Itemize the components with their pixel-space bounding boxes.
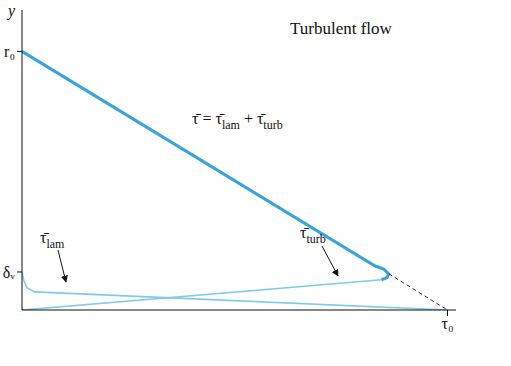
svg-text:y: y bbox=[6, 2, 16, 20]
svg-text:τ₀: τ₀ bbox=[441, 315, 453, 332]
svg-text:δᵥ: δᵥ bbox=[3, 264, 16, 281]
svg-text:τ̄lam: τ̄lam bbox=[40, 229, 65, 251]
svg-text:τ̄ = τ̄lam + τ̄turb: τ̄ = τ̄lam + τ̄turb bbox=[192, 110, 283, 132]
svg-text:τ̄turb: τ̄turb bbox=[300, 224, 326, 246]
svg-text:r₀: r₀ bbox=[4, 43, 15, 60]
svg-text:Turbulent flow: Turbulent flow bbox=[290, 19, 393, 38]
